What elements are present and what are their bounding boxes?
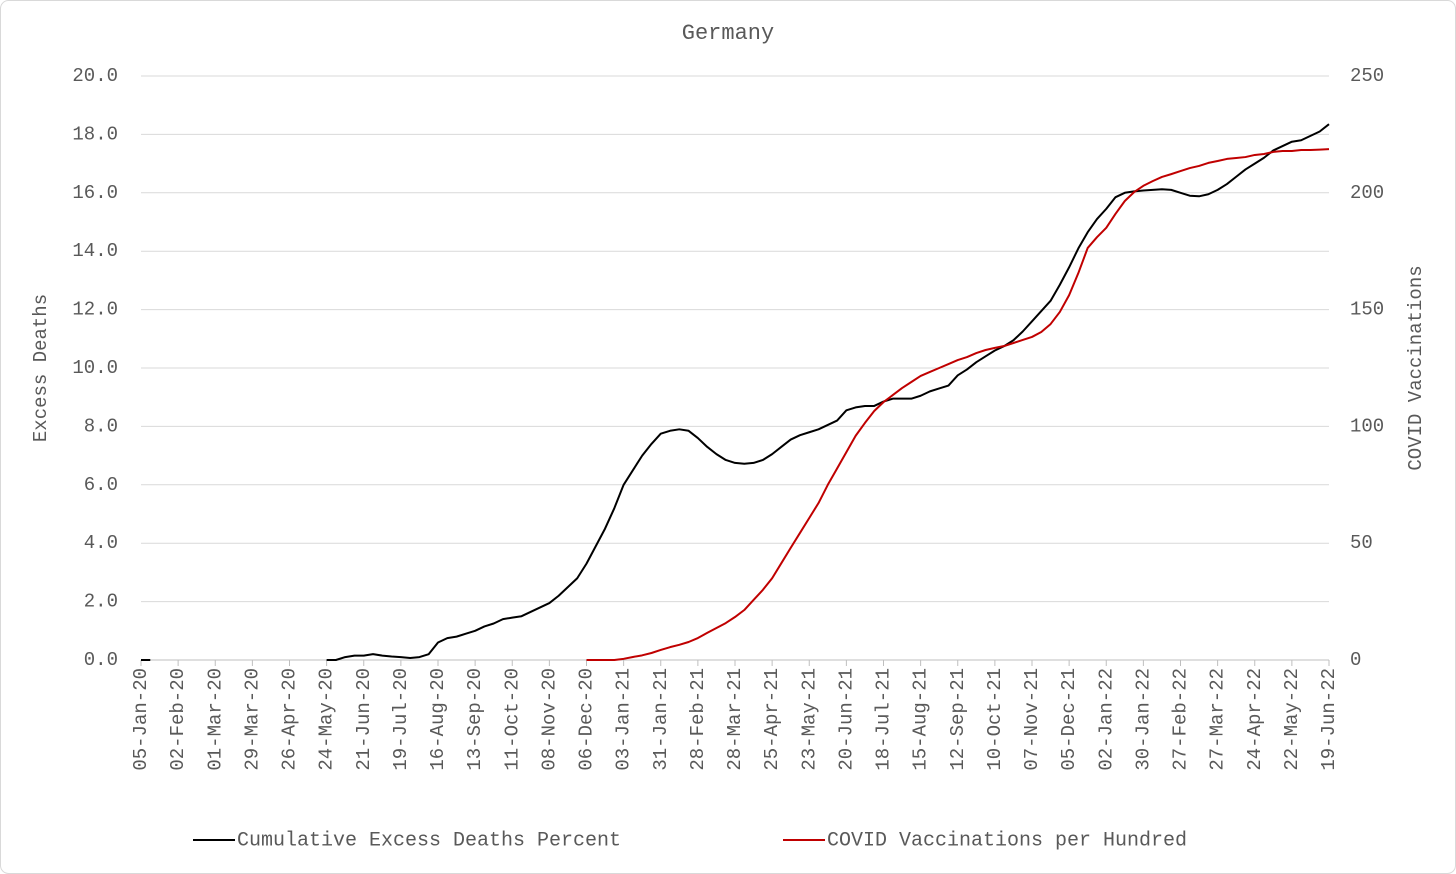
x-tick-label: 03-Jan-21 xyxy=(613,668,635,771)
x-tick-label: 30-Jan-22 xyxy=(1132,668,1154,771)
y-tick-label: 20.0 xyxy=(72,65,118,87)
x-tick-label: 15-Aug-21 xyxy=(910,668,932,771)
x-tick-label: 22-May-22 xyxy=(1281,668,1303,771)
x-tick-label: 07-Nov-21 xyxy=(1021,668,1043,771)
x-tick-label: 24-Apr-22 xyxy=(1244,668,1266,771)
y-tick-label: 12.0 xyxy=(72,299,118,321)
x-tick-label: 12-Sep-21 xyxy=(947,668,969,771)
legend-label: COVID Vaccinations per Hundred xyxy=(827,829,1187,852)
x-tick-label: 05-Jan-20 xyxy=(130,668,152,771)
x-tick-label: 31-Jan-21 xyxy=(650,668,672,771)
x-tick-label: 01-Mar-20 xyxy=(204,668,226,771)
legend-label: Cumulative Excess Deaths Percent xyxy=(237,829,621,852)
x-tick-label: 27-Mar-22 xyxy=(1207,668,1229,771)
y-tick-label: 6.0 xyxy=(84,474,118,496)
x-tick-label: 24-May-20 xyxy=(316,668,338,771)
x-tick-label: 28-Feb-21 xyxy=(687,668,709,771)
x-tick-label: 21-Jun-20 xyxy=(353,668,375,771)
x-tick-label: 08-Nov-20 xyxy=(538,668,560,771)
y2-tick-label: 100 xyxy=(1350,415,1384,437)
x-tick-label: 19-Jul-20 xyxy=(390,668,412,771)
x-tick-label: 05-Dec-21 xyxy=(1058,668,1080,771)
y-tick-label: 8.0 xyxy=(84,415,118,437)
y-tick-label: 4.0 xyxy=(84,532,118,554)
x-tick-label: 28-Mar-21 xyxy=(724,668,746,771)
x-tick-label: 13-Sep-20 xyxy=(464,668,486,771)
y2-tick-label: 150 xyxy=(1350,299,1384,321)
y2-tick-label: 0 xyxy=(1350,649,1361,671)
series-line xyxy=(141,123,1330,661)
x-tick-label: 10-Oct-21 xyxy=(984,668,1006,771)
x-tick-label: 18-Jul-21 xyxy=(873,668,895,771)
x-tick-label: 29-Mar-20 xyxy=(241,668,263,771)
y2-tick-label: 50 xyxy=(1350,532,1373,554)
y2-tick-label: 250 xyxy=(1350,65,1384,87)
chart-title: Germany xyxy=(682,21,774,46)
x-tick-label: 11-Oct-20 xyxy=(501,668,523,771)
x-tick-label: 23-May-21 xyxy=(798,668,820,771)
series-line xyxy=(586,148,1330,661)
y-tick-label: 16.0 xyxy=(72,182,118,204)
y2-axis-title: COVID Vaccinations xyxy=(1405,265,1427,470)
y-axis-title: Excess Deaths xyxy=(30,294,52,442)
y-tick-label: 2.0 xyxy=(84,591,118,613)
x-tick-label: 27-Feb-22 xyxy=(1170,668,1192,771)
y-tick-label: 14.0 xyxy=(72,240,118,262)
y2-tick-label: 200 xyxy=(1350,182,1384,204)
y-tick-label: 18.0 xyxy=(72,123,118,145)
x-tick-label: 19-Jun-22 xyxy=(1318,668,1340,771)
y-tick-label: 0.0 xyxy=(84,649,118,671)
x-tick-label: 20-Jun-21 xyxy=(835,668,857,771)
x-tick-label: 02-Feb-20 xyxy=(167,668,189,771)
x-tick-label: 06-Dec-20 xyxy=(576,668,598,771)
x-tick-label: 16-Aug-20 xyxy=(427,668,449,771)
x-tick-label: 26-Apr-20 xyxy=(279,668,301,771)
x-tick-label: 25-Apr-21 xyxy=(761,668,783,771)
y-tick-label: 10.0 xyxy=(72,357,118,379)
x-tick-label: 02-Jan-22 xyxy=(1095,668,1117,771)
